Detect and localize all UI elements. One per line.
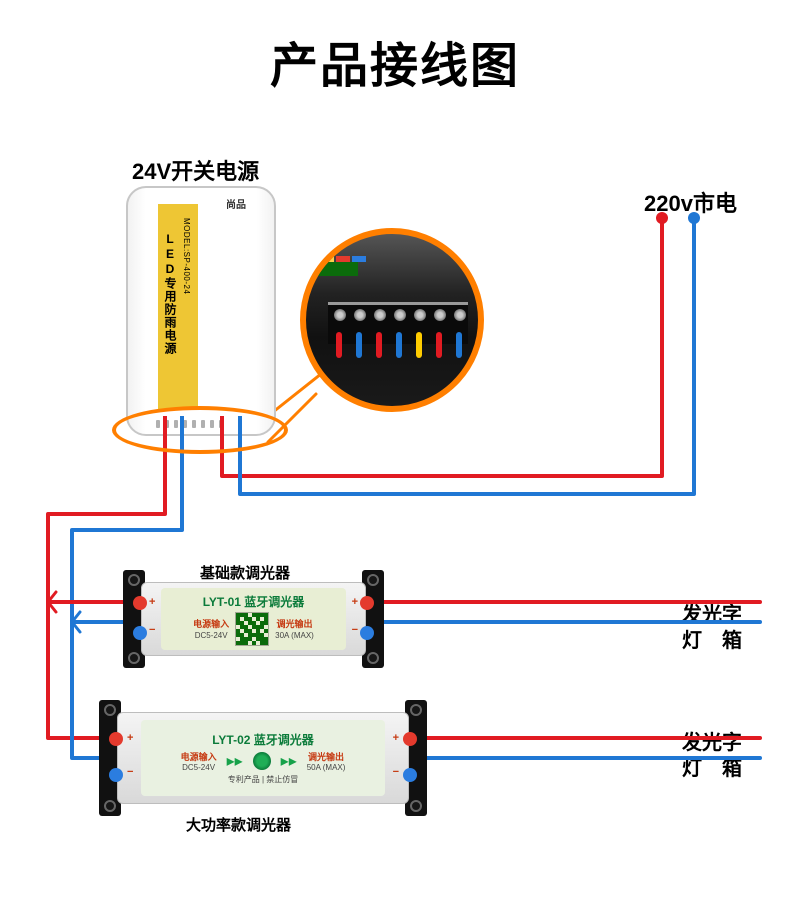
zoom-connector-top	[268, 370, 326, 416]
psu-stub-wires	[110, 416, 410, 536]
controller-highpower: LYT-02 蓝牙调光器 电源输入 DC5-24V ▸▸ ▸▸ 调光输出 50A…	[117, 712, 409, 804]
ctl2-note: 专利产品 | 禁止仿冒	[228, 774, 299, 785]
terminal-block	[328, 302, 468, 344]
ctl2-out-pos	[403, 732, 417, 746]
ctl1-in-label: 电源输入	[193, 617, 229, 630]
ctl2-in-pos	[109, 732, 123, 746]
psu-main-text: LED专用防雨电源	[162, 232, 179, 355]
psu-model-text: MODEL:SP-400-24	[182, 218, 191, 294]
ctl2-in-neg	[109, 768, 123, 782]
psu-brand: 尚品	[226, 196, 246, 211]
ctl1-in-pos	[133, 596, 147, 610]
ctl1-header: LYT-01 蓝牙调光器	[203, 593, 305, 610]
ctl2-in-label: 电源输入	[181, 750, 217, 763]
ctl1-out-pos	[360, 596, 374, 610]
ctl2-header: LYT-02 蓝牙调光器	[212, 731, 314, 748]
ctl2-center-icon	[253, 752, 271, 770]
ctl1-out-neg	[360, 626, 374, 640]
ctl2-in-amp: DC5-24V	[182, 763, 215, 772]
arrow-right-icon: ▸▸	[227, 751, 243, 771]
ctl1-qr-icon	[235, 612, 269, 646]
ctl2-out-label: 调光输出	[308, 750, 344, 763]
zoom-photo	[300, 228, 484, 412]
arrow-right-icon: ▸▸	[281, 751, 297, 771]
ctl1-out-label: 调光输出	[276, 617, 312, 630]
ctl1-out-amp: 30A (MAX)	[275, 631, 314, 640]
ctl2-out-amp: 50A (MAX)	[307, 763, 346, 772]
controller-basic: LYT-01 蓝牙调光器 电源输入 DC5-24V 调光输	[141, 582, 366, 656]
ctl2-out-neg	[403, 768, 417, 782]
psu: 尚品 LED专用防雨电源 MODEL:SP-400-24	[126, 186, 276, 436]
ctl1-in-neg	[133, 626, 147, 640]
ctl1-in-amp: DC5-24V	[195, 631, 228, 640]
